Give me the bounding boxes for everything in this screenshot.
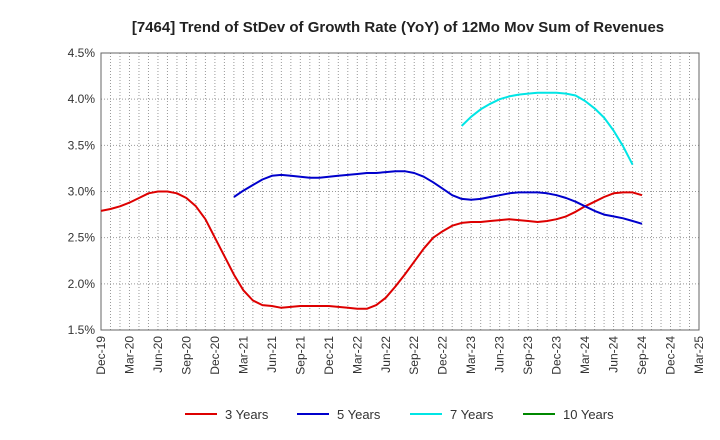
legend-5-years-label: 5 Years [337, 407, 381, 422]
legend-10-years-label: 10 Years [563, 407, 614, 422]
y-tick-label: 3.0% [68, 185, 96, 199]
grid [101, 53, 699, 330]
x-tick-label: Jun-20 [151, 336, 165, 373]
x-tick-label: Sep-22 [407, 336, 421, 375]
y-tick-label: 4.5% [68, 46, 96, 60]
y-tick-label: 2.0% [68, 277, 96, 291]
x-tick-label: Sep-21 [293, 336, 307, 375]
x-tick-label: Dec-24 [664, 336, 678, 375]
x-tick-label: Mar-20 [122, 336, 136, 374]
x-tick-label: Dec-19 [94, 336, 108, 375]
x-tick-label: Mar-23 [464, 336, 478, 374]
legend: 3 Years 5 Years 7 Years 10 Years [185, 407, 614, 422]
x-tick-label: Dec-22 [436, 336, 450, 375]
x-axis: Dec-19 Mar-20 Jun-20 Sep-20 Dec-20 Mar-21 Jun-… [94, 336, 706, 375]
series-line-7-years [461, 91, 634, 166]
x-tick-label: Sep-24 [635, 336, 649, 375]
x-tick-label: Jun-24 [607, 336, 621, 373]
x-tick-label: Dec-20 [208, 336, 222, 375]
x-tick-label: Jun-22 [379, 336, 393, 373]
plot-area-border [100, 52, 700, 331]
x-tick-label: Dec-21 [322, 336, 336, 375]
x-tick-label: Sep-20 [179, 336, 193, 375]
y-tick-label: 1.5% [68, 323, 96, 337]
y-tick-label: 4.0% [68, 92, 96, 106]
x-tick-label: Mar-25 [692, 336, 706, 374]
series-line-3-years [100, 190, 643, 310]
x-tick-label: Sep-23 [521, 336, 535, 375]
x-tick-label: Jun-23 [493, 336, 507, 373]
y-axis: 1.5% 2.0% 2.5% 3.0% 3.5% 4.0% 4.5% [68, 46, 96, 337]
x-tick-label: Mar-21 [236, 336, 250, 374]
series-line-5-years [233, 170, 643, 225]
x-tick-label: Mar-22 [350, 336, 364, 374]
legend-7-years-label: 7 Years [450, 407, 494, 422]
y-tick-label: 2.5% [68, 231, 96, 245]
x-tick-label: Dec-23 [550, 336, 564, 375]
x-tick-label: Jun-21 [265, 336, 279, 373]
legend-3-years-label: 3 Years [225, 407, 269, 422]
x-tick-label: Mar-24 [578, 336, 592, 374]
chart-title: [7464] Trend of StDev of Growth Rate (Yo… [132, 19, 664, 36]
y-tick-label: 3.5% [68, 138, 96, 152]
series-lines [100, 91, 643, 310]
